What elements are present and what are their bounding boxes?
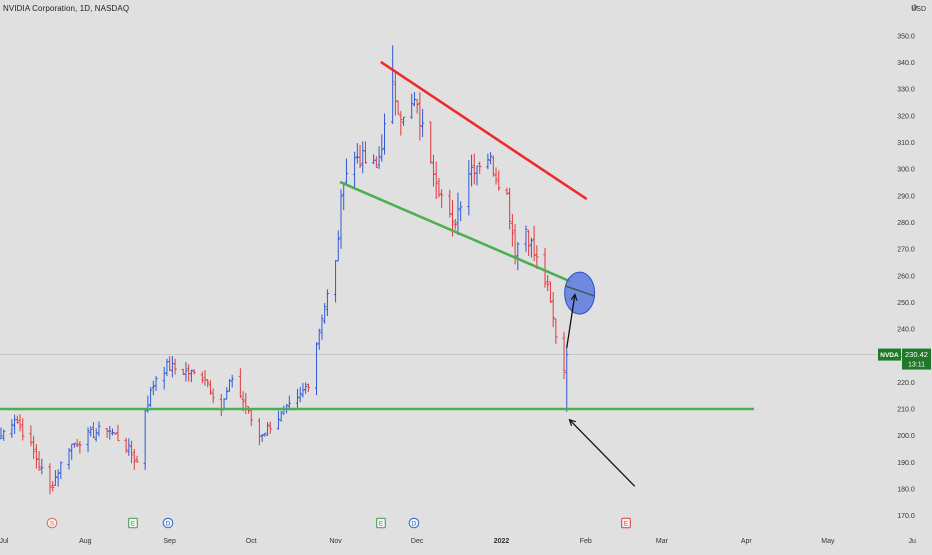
x-tick-label: Jul [0,538,9,545]
event-label: E [624,521,629,528]
ticker-tag-label: NVDA [880,352,899,359]
x-tick-label: Oct [246,538,257,545]
bar-countdown-label: 13:11 [908,362,925,369]
event-dividend-icon[interactable] [408,517,420,529]
y-tick-label: 330.0 [897,87,915,94]
y-tick-label: 210.0 [897,407,915,414]
x-tick-label: Ju [908,538,916,545]
x-tick-label: Apr [741,538,753,545]
y-tick-label: 260.0 [897,273,915,280]
currency-label: USD [911,6,926,13]
resistance-trendline[interactable] [380,61,588,200]
y-tick-label: 270.0 [897,247,915,254]
annotation-arrow[interactable] [566,294,575,348]
y-tick-label: 350.0 [897,33,915,40]
x-tick-label: Nov [329,538,342,545]
chart-title: NVIDIA Corporation, 1D, NASDAQ [3,4,130,13]
x-tick-label: May [821,538,835,545]
x-tick-label: Dec [411,538,424,545]
last-price-tag [902,348,931,370]
y-tick-label: 200.0 [897,433,915,440]
x-tick-label: Sep [163,538,176,545]
y-tick-label: 340.0 [897,60,915,67]
event-earnings-icon[interactable] [128,517,138,529]
y-tick-label: 320.0 [897,113,915,120]
y-tick-label: 300.0 [897,167,915,174]
y-tick-label: 180.0 [897,486,915,493]
event-earnings-icon[interactable] [376,517,386,529]
trendline-extension [565,285,595,297]
x-tick-label: Mar [656,538,669,545]
event-split-icon[interactable] [46,517,58,529]
y-tick-label: 310.0 [897,140,915,147]
y-tick-label: 290.0 [897,193,915,200]
highlight-ellipse[interactable] [564,271,596,315]
event-label: D [412,521,417,528]
y-tick-label: 240.0 [897,327,915,334]
annotation-arrow[interactable] [569,420,636,487]
x-tick-label: Aug [79,538,92,545]
gear-icon[interactable]: ⚙ [910,3,918,12]
event-label: E [379,521,384,528]
event-label: E [131,521,136,528]
x-tick-label: 2022 [494,538,510,545]
support-trendline[interactable] [339,181,571,283]
event-dividend-icon[interactable] [162,517,174,529]
y-tick-label: 220.0 [897,380,915,387]
x-tick-label: Feb [580,538,592,545]
event-label: D [166,521,171,528]
event-label: S [50,521,55,528]
event-earnings-upcoming-icon[interactable] [621,517,631,529]
y-tick-label: 250.0 [897,300,915,307]
last-price-label: 230.42 [905,350,928,359]
y-tick-label: 190.0 [897,460,915,467]
y-tick-label: 280.0 [897,220,915,227]
ticker-tag [878,348,901,361]
y-tick-label: 170.0 [897,513,915,520]
